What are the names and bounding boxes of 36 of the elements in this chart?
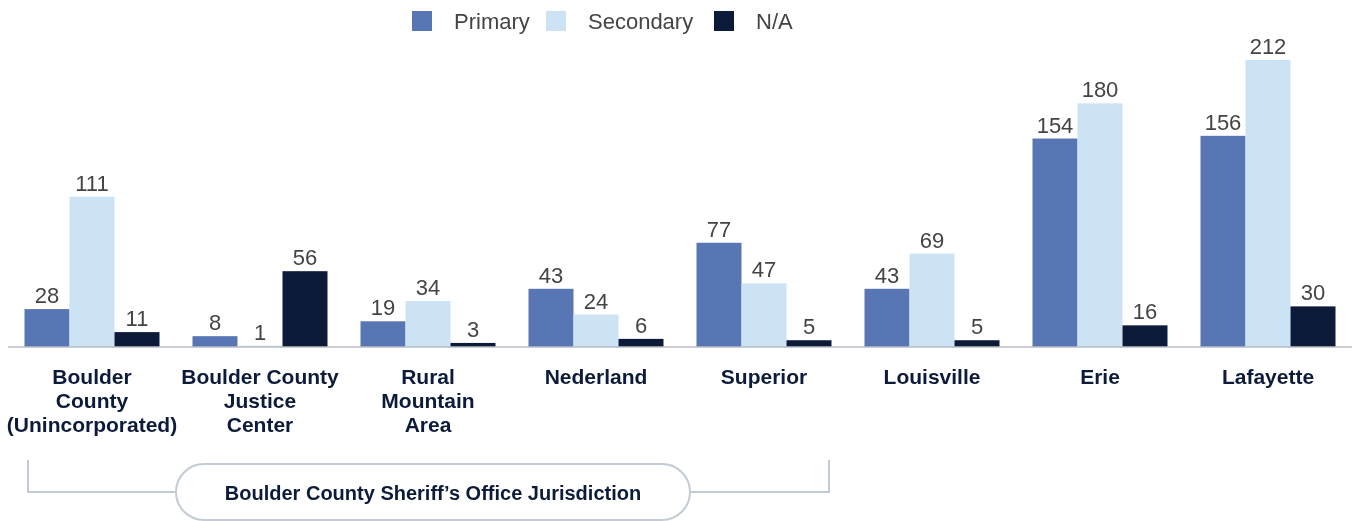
data-label: 154 [1036, 112, 1074, 138]
data-label: 43 [538, 262, 564, 288]
text: Boulder County Sheriff’s Office Jurisdiction [224, 482, 642, 504]
data-label: 111 [75, 170, 109, 196]
x-tick-label: Louisville [883, 365, 981, 388]
legend-label: Secondary [588, 9, 694, 34]
data-label: 19 [370, 295, 396, 321]
legend-label: Primary [454, 9, 530, 34]
x-tick-label: Boulder County Justice Center [181, 365, 340, 436]
data-label: 3 [466, 316, 480, 342]
data-label: 6 [634, 312, 648, 338]
data-label: 212 [1249, 34, 1287, 59]
data-label: 43 [874, 262, 900, 288]
data-label: 8 [208, 310, 222, 336]
data-label: 24 [583, 288, 609, 314]
x-tick-label: Nederland [544, 365, 648, 388]
x-tick-label: Superior [720, 365, 808, 388]
x-tick-label: Lafayette [1221, 365, 1315, 388]
data-label: 11 [125, 306, 149, 332]
data-label: 69 [919, 227, 945, 253]
data-label: 156 [1204, 109, 1242, 135]
data-label: 180 [1081, 77, 1119, 103]
data-label: 1 [253, 319, 267, 345]
data-label: 5 [802, 314, 816, 340]
data-label: 34 [415, 274, 441, 300]
data-label: 16 [1132, 299, 1158, 325]
x-tick-label: Erie [1080, 365, 1120, 388]
x-tick-label: Rural Mountain Area [381, 365, 475, 436]
x-tick-label: Boulder County (Unincorporated) [6, 365, 178, 436]
data-label: 30 [1300, 280, 1326, 306]
data-label: 77 [706, 216, 732, 242]
legend-label: N/A [756, 9, 793, 34]
data-label: 28 [34, 283, 60, 309]
data-label: 56 [292, 245, 318, 271]
data-label: 47 [751, 257, 777, 283]
data-label: 5 [970, 314, 984, 340]
